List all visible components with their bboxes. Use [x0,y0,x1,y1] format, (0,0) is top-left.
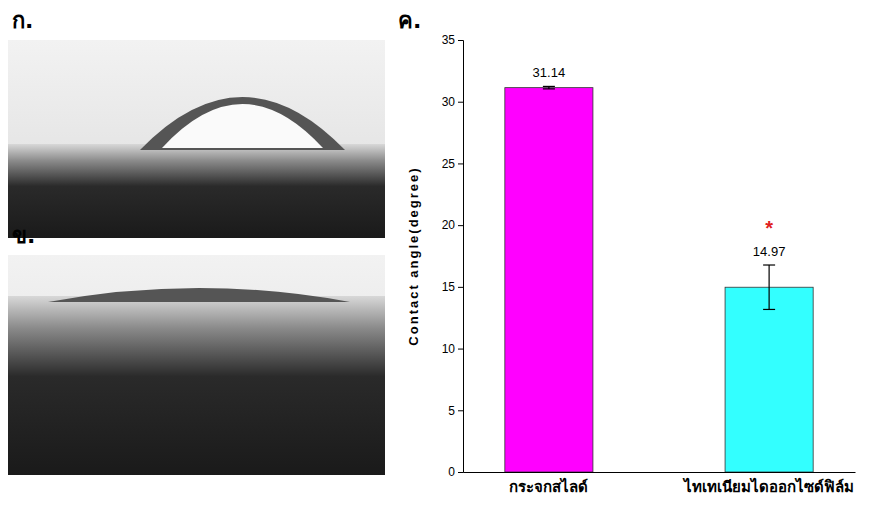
plot-area [505,86,813,472]
tick: 10 [442,342,463,356]
axis-title: Contact angle(degree) [406,166,421,345]
tick-mark [458,102,463,103]
error-bar-stem [769,265,770,309]
tick-mark [458,410,463,411]
tick-mark [458,225,463,226]
droplet [140,97,345,150]
tick-label: 35 [442,33,456,47]
photo [8,40,385,238]
figure: ก. ข. ค. 31.14 14.97 * 0 5 10 15 20 25 30 35 กระจกสไลด… [0,0,890,516]
tick: 5 [448,404,463,418]
tick-label: 5 [448,404,455,418]
tick-mark [458,287,463,288]
bar [505,88,593,472]
error-bar-cap [763,264,775,265]
x-axis: กระจกสไลด์ ไทเทเนียมไดออกไซด์ฟิล์ม [464,472,856,496]
panel-label: ข. [12,223,35,248]
tick: 15 [442,280,463,294]
significance-mark: * [765,217,773,239]
tick-label: 20 [442,218,456,232]
photo-substrate [8,144,385,238]
tick-label: 25 [442,157,456,171]
tick-label: ไทเทเนียมไดออกไซด์ฟิล์ม [682,477,854,496]
photo-background [8,255,385,475]
error-bar [543,86,555,88]
y-axis: 0 5 10 15 20 25 30 35 [442,33,464,479]
tick: กระจกสไลด์ [509,472,588,496]
tick: 20 [442,218,463,232]
error-bar-cap [543,86,555,87]
error-bar-cap [543,88,555,89]
axis-line [464,472,856,473]
tick-mark [458,472,463,473]
panel-label: ก. [12,8,33,33]
tick-label: 10 [442,342,456,356]
tick-mark [458,163,463,164]
tick-label: 30 [442,95,456,109]
tick: 0 [448,465,463,479]
error-bar [763,265,775,309]
droplet [48,288,350,302]
tick-mark [458,40,463,41]
error-bar-cap [763,309,775,310]
tick-label: กระจกสไลด์ [509,477,588,496]
tick-mark [458,349,463,350]
tick: 25 [442,157,463,171]
data-label: 14.97 [753,244,786,259]
data-label: 31.14 [533,65,566,80]
tick-label: 0 [448,465,455,479]
panel-label: ค. [398,8,421,33]
photo-background [8,40,385,238]
tick: 35 [442,33,463,47]
droplet-highlight [162,104,323,148]
photo [8,255,385,475]
photo-substrate [8,296,385,475]
axis-line [458,41,464,473]
tick: 30 [442,95,463,109]
tick-label: 15 [442,280,456,294]
tick: ไทเทเนียมไดออกไซด์ฟิล์ม [682,472,854,496]
bar [725,287,813,472]
